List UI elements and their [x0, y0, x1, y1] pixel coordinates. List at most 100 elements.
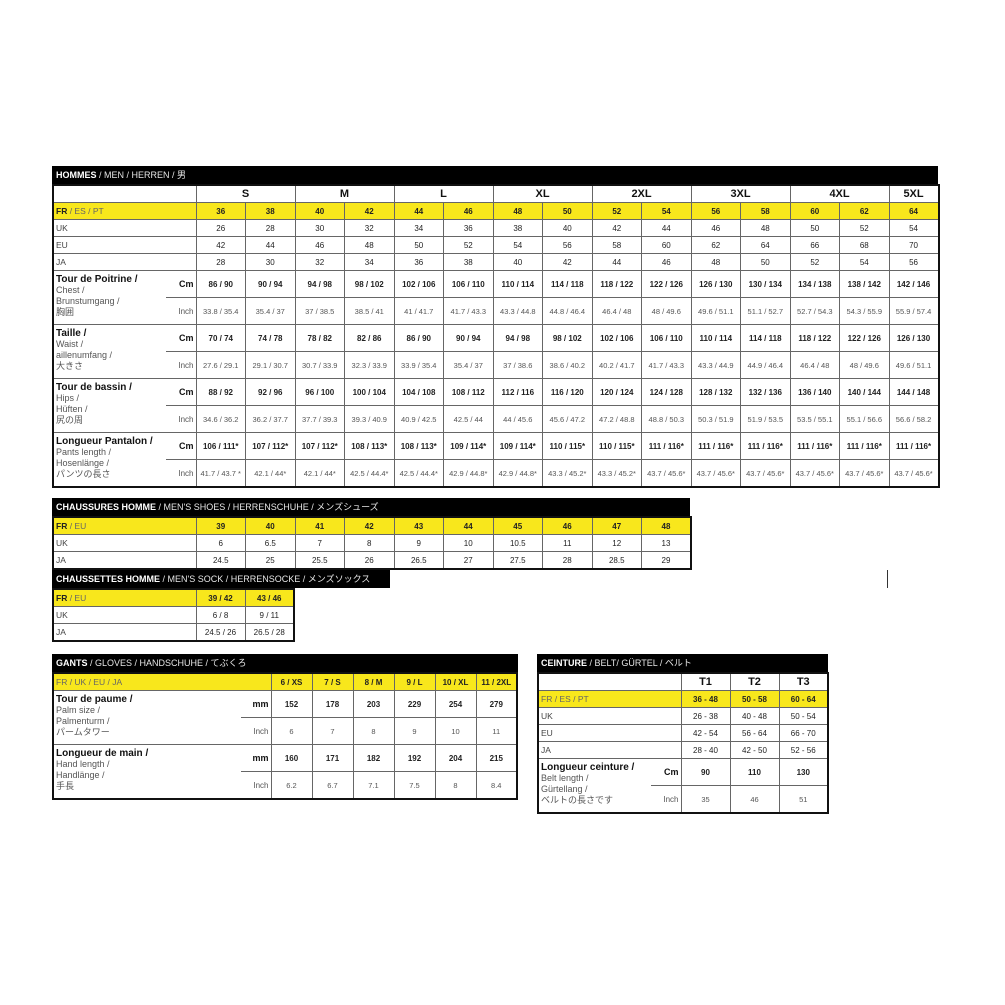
size-cell: 48 — [690, 253, 742, 271]
size-cell: 24.5 / 26 — [195, 623, 246, 642]
measure-cell: 90 / 94 — [245, 270, 296, 298]
size-row-ja: JA 28 30 32 34 36 38 40 42 44 46 48 50 52 54 56 — [52, 253, 940, 271]
size-row-uk: UK 26 28 30 32 34 36 38 40 42 44 46 48 50 52 54 — [52, 219, 940, 237]
measure-cell: 40.9 / 42.5 — [393, 405, 445, 433]
fr-size-cell: 39 / 42 — [195, 588, 246, 607]
size-cell: 32 — [294, 253, 345, 271]
measure-cell: 110 / 114 — [492, 270, 544, 298]
measure-cell: 40.2 / 41.7 — [591, 351, 643, 379]
section-title-translations: / GLOVES / HANDSCHUHE / てぶくろ — [87, 658, 247, 668]
measure-cell: 215 — [475, 744, 518, 772]
measure-cell: 96 / 100 — [294, 378, 345, 406]
measure-cell: 41.7 / 43.3 — [443, 297, 494, 325]
size-label: 4XL — [789, 184, 890, 203]
measure-cell: 30.7 / 33.9 — [294, 351, 345, 379]
measure-row-cm: Longueur de main / Hand length / Handlänge… — [52, 744, 518, 800]
row-label: JA — [52, 623, 197, 642]
measure-row-inch: Inch 6.2 6.7 7.1 7.5 8 8.4 — [53, 771, 518, 800]
measure-label: Longueur Pantalon / Pants length / Hosenlä… — [52, 432, 166, 488]
measure-cell: 124 / 128 — [641, 378, 692, 406]
unit-label: Inch — [241, 717, 272, 745]
size-cell: 44 — [591, 253, 643, 271]
measure-label: Taille / Waist / aillenumfang / 大きさ — [52, 324, 166, 379]
measure-cell: 44 / 45.6 — [492, 405, 544, 433]
size-label: M — [294, 184, 395, 203]
size-cell: 42 — [591, 219, 643, 237]
measure-cell: 118 / 122 — [789, 324, 841, 352]
fr-size-cell: 10 / XL — [434, 672, 477, 691]
fr-size-cell: 44 — [443, 516, 494, 535]
size-cell: 12 — [591, 534, 642, 552]
measure-cell: 203 — [352, 690, 395, 718]
fr-size-row: FR / ES / PT 36 - 48 50 - 58 60 - 64 — [537, 690, 829, 708]
fr-size-cell: 39 — [195, 516, 246, 535]
size-cell: 44 — [641, 219, 692, 237]
size-cell: 36 — [393, 253, 445, 271]
unit-label: mm — [241, 744, 272, 772]
unit-label: Inch — [166, 351, 197, 379]
size-cell: 6 — [195, 534, 246, 552]
measure-cell: 107 / 112* — [245, 432, 296, 460]
measure-cell: 279 — [475, 690, 518, 718]
size-label: 5XL — [888, 184, 940, 203]
fr-size-cell: 50 - 58 — [729, 690, 780, 708]
section-title-translations: / MEN'S SHOES / HERRENSCHUHE / メンズシューズ — [156, 502, 379, 512]
fr-size-cell: 42 — [344, 202, 395, 220]
fr-size-cell: 40 — [245, 516, 296, 535]
measure-row-cm: Taille / Waist / aillenumfang / 大きさ Cm 70 / 7… — [52, 324, 940, 379]
size-cell: 56 — [542, 236, 593, 254]
measure-cell: 6.7 — [311, 771, 354, 800]
measure-cell: 44.8 / 46.4 — [542, 297, 593, 325]
measure-cell: 152 — [270, 690, 313, 718]
measure-label: Longueur de main / Hand length / Handlänge… — [52, 744, 241, 800]
fr-size-cell: 60 - 64 — [778, 690, 829, 708]
size-cell: 52 — [839, 219, 890, 237]
measure-row-cm: Tour de paume / Palm size / Palmenturm / パー… — [52, 690, 518, 745]
measure-cell: 106 / 110 — [641, 324, 692, 352]
size-header-row: T1 T2 T3 — [537, 672, 829, 691]
measure-cell: 38.6 / 40.2 — [542, 351, 593, 379]
size-cell: 52 - 56 — [778, 741, 829, 759]
measure-cell: 109 / 114* — [492, 432, 544, 460]
measure-cell: 46 — [729, 785, 780, 814]
size-cell: 56 - 64 — [729, 724, 780, 742]
section-title: GANTS / GLOVES / HANDSCHUHE / てぶくろ — [52, 654, 518, 672]
fr-size-cell: 60 — [789, 202, 841, 220]
size-cell: 8 — [344, 534, 395, 552]
size-cell: 13 — [641, 534, 692, 552]
fr-row-label: FR / ES / PT — [537, 690, 682, 708]
size-cell: 10 — [443, 534, 494, 552]
unit-label: Cm — [166, 432, 197, 460]
measure-cell: 192 — [393, 744, 436, 772]
measure-cell: 35.4 / 37 — [443, 351, 494, 379]
measure-label: Longueur ceinture / Belt length / Gürtella… — [537, 758, 651, 814]
unit-label: Cm — [166, 378, 197, 406]
fr-size-cell: 50 — [542, 202, 593, 220]
measure-cell: 42.1 / 44* — [294, 459, 345, 488]
size-header-row: S M L XL 2XL 3XL 4XL 5XL — [52, 184, 940, 203]
measure-cell: 35 — [680, 785, 731, 814]
section-title-bold: CEINTURE — [541, 658, 588, 668]
section-title-bold: CHAUSSETTES HOMME — [56, 574, 161, 584]
size-label: S — [195, 184, 296, 203]
fr-size-cell: 7 / S — [311, 672, 354, 691]
fr-size-cell: 44 — [393, 202, 445, 220]
size-table: T1 T2 T3 FR / ES / PT 36 - 48 50 - 58 60 - 64 U… — [537, 672, 829, 814]
fr-size-cell: 46 — [542, 516, 593, 535]
fr-size-cell: 48 — [641, 516, 692, 535]
size-label: T2 — [729, 672, 780, 691]
measure-cell: 47.2 / 48.8 — [591, 405, 643, 433]
measure-cell: 100 / 104 — [344, 378, 395, 406]
measure-cell: 49.6 / 51.1 — [888, 351, 940, 379]
measure-cell: 111 / 116* — [641, 432, 692, 460]
section-title-bold: CHAUSSURES HOMME — [56, 502, 157, 512]
unit-label: Inch — [166, 297, 197, 325]
measure-cell: 110 — [729, 758, 780, 786]
size-cell: 28 — [195, 253, 246, 271]
fr-row-label: FR / UK / EU / JA — [52, 672, 272, 691]
measure-cell: 35.4 / 37 — [245, 297, 296, 325]
measure-cell: 43.7 / 45.6* — [888, 459, 940, 488]
measure-cell: 107 / 112* — [294, 432, 345, 460]
measure-cell: 6 — [270, 717, 313, 745]
